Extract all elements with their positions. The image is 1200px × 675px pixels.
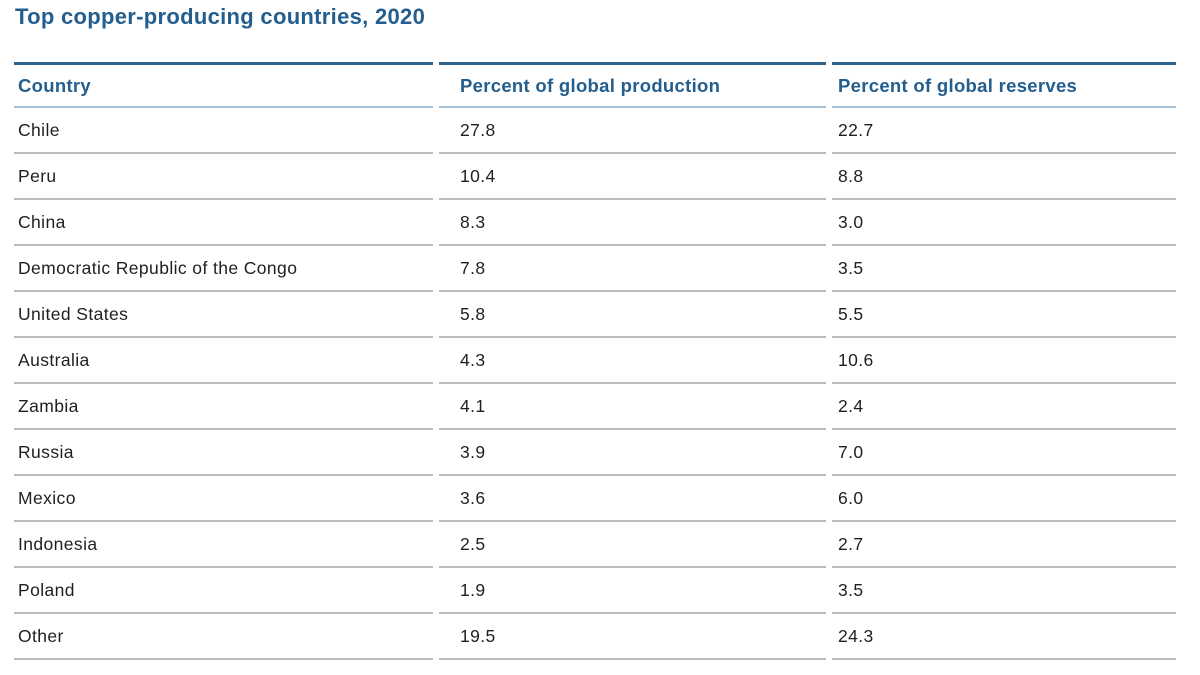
cell-country: Poland: [14, 568, 433, 614]
cell-country: Australia: [14, 338, 433, 384]
table-body: Chile 27.8 22.7 Peru 10.4 8.8 China 8.3 3.0 Democ…: [14, 108, 1176, 660]
cell-production: 2.5: [439, 522, 826, 568]
cell-country: Peru: [14, 154, 433, 200]
column-header-reserves: Percent of global reserves: [832, 62, 1176, 108]
table-row: Zambia 4.1 2.4: [14, 384, 1176, 430]
report-table-panel: Top copper-producing countries, 2020 Cou…: [8, 4, 1182, 660]
copper-countries-table: Country Percent of global production Per…: [8, 62, 1182, 660]
table-row: Russia 3.9 7.0: [14, 430, 1176, 476]
header-row: Country Percent of global production Per…: [14, 62, 1176, 108]
cell-country: China: [14, 200, 433, 246]
cell-reserves: 8.8: [832, 154, 1176, 200]
table-row: Chile 27.8 22.7: [14, 108, 1176, 154]
table-row: Democratic Republic of the Congo 7.8 3.5: [14, 246, 1176, 292]
table-row: Indonesia 2.5 2.7: [14, 522, 1176, 568]
table-row: Mexico 3.6 6.0: [14, 476, 1176, 522]
cell-production: 8.3: [439, 200, 826, 246]
cell-reserves: 10.6: [832, 338, 1176, 384]
table-row: Poland 1.9 3.5: [14, 568, 1176, 614]
cell-production: 19.5: [439, 614, 826, 660]
cell-country: Chile: [14, 108, 433, 154]
table-row: Other 19.5 24.3: [14, 614, 1176, 660]
cell-country: Indonesia: [14, 522, 433, 568]
cell-country: Other: [14, 614, 433, 660]
cell-country: Democratic Republic of the Congo: [14, 246, 433, 292]
cell-reserves: 3.5: [832, 568, 1176, 614]
table-row: China 8.3 3.0: [14, 200, 1176, 246]
cell-reserves: 24.3: [832, 614, 1176, 660]
cell-reserves: 5.5: [832, 292, 1176, 338]
column-header-production: Percent of global production: [439, 62, 826, 108]
table-row: Australia 4.3 10.6: [14, 338, 1176, 384]
cell-reserves: 6.0: [832, 476, 1176, 522]
cell-production: 4.1: [439, 384, 826, 430]
cell-production: 7.8: [439, 246, 826, 292]
table-title: Top copper-producing countries, 2020: [15, 4, 426, 29]
cell-country: Mexico: [14, 476, 433, 522]
cell-production: 27.8: [439, 108, 826, 154]
cell-reserves: 7.0: [832, 430, 1176, 476]
table-header: Country Percent of global production Per…: [14, 62, 1176, 108]
cell-reserves: 3.5: [832, 246, 1176, 292]
cell-production: 5.8: [439, 292, 826, 338]
cell-country: United States: [14, 292, 433, 338]
cell-reserves: 3.0: [832, 200, 1176, 246]
column-header-country: Country: [14, 62, 433, 108]
table-row: Peru 10.4 8.8: [14, 154, 1176, 200]
cell-reserves: 22.7: [832, 108, 1176, 154]
cell-production: 3.6: [439, 476, 826, 522]
cell-production: 1.9: [439, 568, 826, 614]
cell-production: 3.9: [439, 430, 826, 476]
cell-production: 10.4: [439, 154, 826, 200]
table-row: United States 5.8 5.5: [14, 292, 1176, 338]
cell-country: Russia: [14, 430, 433, 476]
cell-country: Zambia: [14, 384, 433, 430]
cell-reserves: 2.4: [832, 384, 1176, 430]
cell-production: 4.3: [439, 338, 826, 384]
cell-reserves: 2.7: [832, 522, 1176, 568]
